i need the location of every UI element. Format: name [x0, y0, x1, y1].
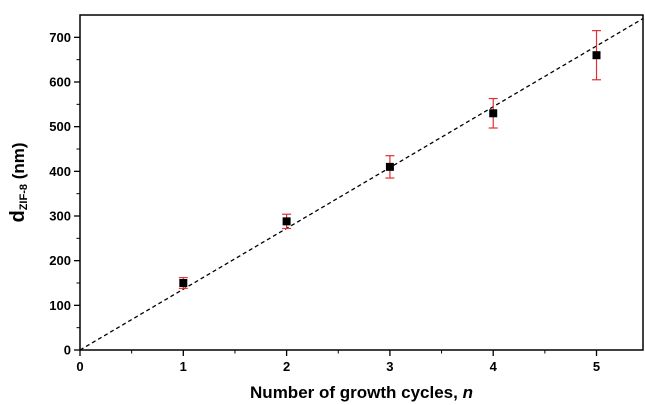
y-tick-label: 200	[49, 253, 71, 268]
y-tick-label: 100	[49, 298, 71, 313]
data-point	[282, 217, 291, 226]
x-tick-label: 1	[180, 359, 187, 374]
plot-area	[79, 18, 644, 351]
y-axis: 0 100 200 300 400 500 600 700	[49, 30, 80, 358]
x-tick-label: 4	[490, 359, 498, 374]
y-tick-label: 400	[49, 164, 71, 179]
y-tick-label: 500	[49, 119, 71, 134]
x-axis-title-main: Number of growth cycles,	[250, 383, 463, 402]
y-axis-title-unit: (nm)	[9, 142, 28, 184]
x-axis-title-variable: n	[463, 383, 473, 402]
x-axis: 0 1 2 3 4 5	[76, 350, 600, 374]
plot-frame	[79, 14, 644, 351]
y-tick-label: 300	[49, 209, 71, 224]
x-tick-label: 0	[76, 359, 83, 374]
y-axis-title: dZIF-8 (nm)	[7, 142, 30, 222]
data-point	[592, 51, 601, 60]
y-axis-title-subscript: ZIF-8	[18, 184, 30, 210]
data-point	[385, 162, 394, 171]
x-tick-label: 5	[593, 359, 600, 374]
y-tick-label: 0	[64, 343, 71, 358]
fit-line	[79, 18, 644, 351]
x-tick-label: 3	[386, 359, 393, 374]
y-axis-title-main: d	[7, 210, 29, 222]
y-tick-label: 700	[49, 30, 71, 45]
data-point	[489, 109, 498, 118]
x-axis-title: Number of growth cycles, n	[250, 383, 473, 402]
data-point	[179, 279, 188, 287]
y-tick-label: 600	[49, 75, 71, 90]
x-tick-label: 2	[283, 359, 290, 374]
